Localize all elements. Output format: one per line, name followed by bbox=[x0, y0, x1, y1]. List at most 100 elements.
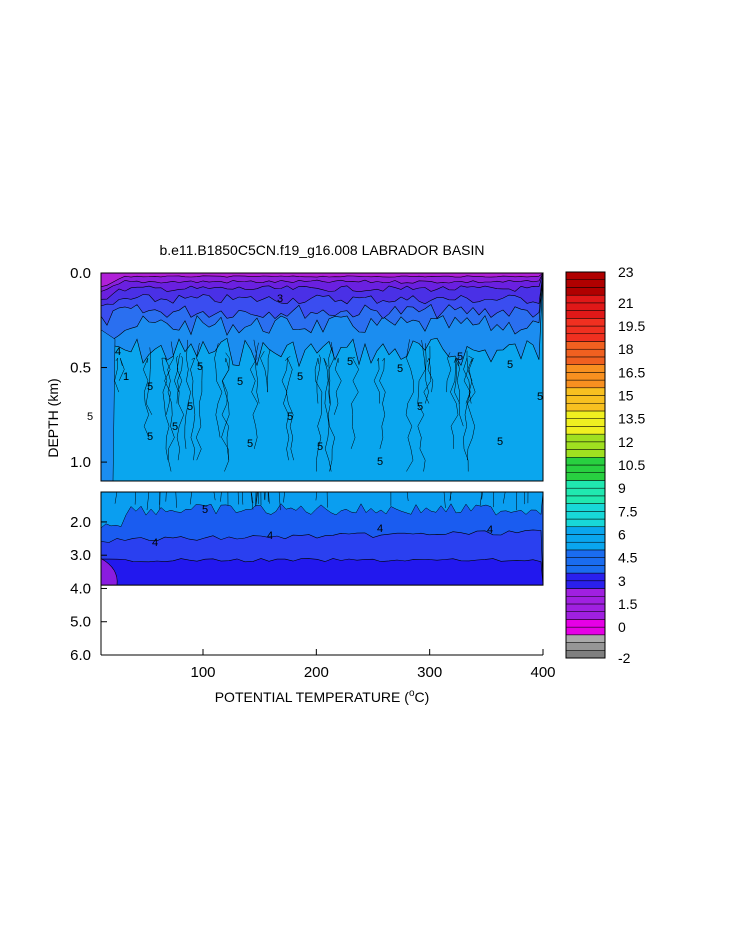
contour-label: 3 bbox=[277, 293, 283, 305]
upper-contour-line bbox=[250, 339, 259, 449]
colorbar-segment bbox=[565, 271, 606, 280]
colorbar-segment bbox=[565, 449, 606, 458]
colorbar-segment bbox=[565, 279, 606, 288]
contour-label: 5 bbox=[87, 411, 93, 423]
colorbar-segment bbox=[565, 387, 606, 396]
colorbar-segment bbox=[565, 588, 606, 597]
upper-contour-line bbox=[467, 355, 473, 404]
colorbar-segment bbox=[565, 457, 606, 466]
upper-contour-line bbox=[314, 358, 323, 472]
upper-contour-line bbox=[221, 352, 230, 472]
colorbar-segment bbox=[565, 418, 606, 427]
colorbar-segment bbox=[565, 372, 606, 381]
lower-contour-band-top bbox=[100, 491, 544, 529]
colorbar-label: 9 bbox=[618, 480, 626, 496]
upper-panel-frame bbox=[100, 272, 544, 482]
colorbar-segment bbox=[565, 294, 606, 304]
colorbar-segment bbox=[565, 580, 606, 589]
upper-contour-line bbox=[427, 346, 434, 393]
lower-contour-line bbox=[449, 491, 452, 501]
upper-contour-line bbox=[405, 339, 414, 472]
contour-label: 5 bbox=[507, 359, 513, 371]
contour-label: 4 bbox=[115, 346, 121, 358]
upper-contour-line bbox=[174, 355, 179, 393]
lower-contour-line bbox=[443, 491, 446, 509]
colorbar-segment bbox=[565, 595, 606, 605]
colorbar-segment bbox=[565, 472, 606, 481]
contour-label: 5 bbox=[172, 421, 178, 433]
colorbar-segment bbox=[565, 302, 606, 311]
upper-contour-line bbox=[323, 357, 332, 472]
upper-contour-line bbox=[161, 357, 170, 461]
colorbar-label: 12 bbox=[618, 434, 634, 450]
colorbar-segment bbox=[565, 549, 606, 558]
contour-label: 5 bbox=[497, 436, 503, 448]
colorbar-label: 19.5 bbox=[618, 318, 645, 334]
upper-contour-line bbox=[195, 342, 203, 461]
colorbar-segment bbox=[565, 341, 606, 350]
lower-contour-line bbox=[250, 491, 254, 510]
lower-contour-line bbox=[242, 491, 244, 505]
colorbar-label: -2 bbox=[618, 650, 631, 666]
colorbar-segment bbox=[565, 626, 606, 636]
upper-contour-line bbox=[450, 358, 459, 449]
upper-contour-line bbox=[214, 343, 223, 438]
lower-contour-line bbox=[406, 491, 409, 502]
lower-contour-line bbox=[251, 491, 254, 504]
contour-label: 5 bbox=[537, 391, 543, 403]
contour-label: 5 bbox=[287, 411, 293, 423]
colorbar-segment bbox=[565, 426, 606, 435]
colorbar-segment bbox=[565, 318, 606, 327]
contour-label: 5 bbox=[457, 351, 463, 363]
axes: 0.0 0.5 1.0 2.0 3.0 4.0 5.0 6.0 100 200 300 400 bbox=[70, 265, 555, 681]
upper-contour-line bbox=[118, 358, 125, 381]
upper-contour-line bbox=[281, 357, 290, 461]
colorbar-segment bbox=[565, 364, 606, 373]
colorbar-label: 7.5 bbox=[618, 503, 638, 519]
lower-contour-line bbox=[189, 491, 192, 505]
colorbar-segment bbox=[565, 603, 606, 612]
lower-contour-line bbox=[278, 491, 281, 511]
upper-contour-line bbox=[145, 347, 153, 415]
lower-contour-line bbox=[114, 491, 118, 504]
contour-label: 5 bbox=[187, 401, 193, 413]
lower-contour-line bbox=[213, 491, 216, 501]
colorbar-segment bbox=[565, 333, 606, 342]
upper-contour-line bbox=[463, 350, 471, 472]
lower-contour-line bbox=[255, 491, 258, 507]
lower-contour-line bbox=[220, 491, 222, 502]
x-tick-label: 100 bbox=[190, 664, 215, 681]
y-tick-label: 3.0 bbox=[70, 547, 91, 564]
colorbar-label: 0 bbox=[618, 619, 626, 635]
upper-contour-line bbox=[316, 354, 321, 404]
colorbar: 23 21 19.5 18 16.5 15 13.5 12 10.5 9 7.5 6 4.5 3 1.5 0 -… bbox=[565, 264, 645, 666]
lower-contour-line bbox=[479, 491, 483, 506]
colorbar-segment bbox=[565, 287, 606, 296]
colorbar-label: 15 bbox=[618, 388, 634, 404]
upper-contour-line bbox=[184, 339, 191, 449]
colorbar-label: 16.5 bbox=[618, 364, 645, 380]
upper-contour-line bbox=[446, 352, 452, 393]
colorbar-segment bbox=[565, 325, 606, 335]
x-axis-title-suffix: C) bbox=[415, 689, 430, 705]
y-tick-label: 0.5 bbox=[70, 360, 91, 377]
upper-contour-line bbox=[255, 342, 260, 404]
contour-label: 5 bbox=[317, 441, 323, 453]
colorbar-segment bbox=[565, 650, 606, 659]
x-tick-label: 400 bbox=[530, 664, 555, 681]
lower-contour-line bbox=[283, 491, 285, 503]
colorbar-label: 3 bbox=[618, 573, 626, 589]
upper-contour-line bbox=[328, 347, 335, 472]
lower-contour-line bbox=[165, 491, 167, 502]
colorbar-segment bbox=[565, 441, 606, 450]
contour-label: 5 bbox=[237, 376, 243, 388]
lower-contour-line bbox=[134, 491, 136, 505]
colorbar-segment bbox=[565, 565, 606, 574]
contour-label: 5 bbox=[202, 504, 208, 516]
upper-contour-line bbox=[176, 355, 184, 461]
colorbar-segment bbox=[565, 518, 606, 528]
colorbar-frame bbox=[565, 271, 606, 659]
colorbar-label: 18 bbox=[618, 341, 634, 357]
